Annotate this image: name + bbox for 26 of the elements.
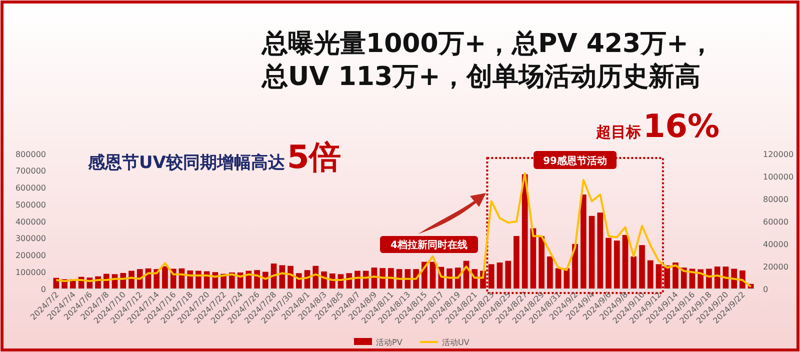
annotation: 感恩节UV较同期增幅高达	[88, 153, 285, 173]
y-tick-label: 300000	[15, 234, 46, 244]
y2-tick-label: 40000	[763, 240, 788, 249]
legend-label: 活动UV	[442, 338, 470, 347]
y-tick-label: 800000	[15, 150, 46, 159]
annotation: 99感恩节活动	[543, 155, 608, 167]
y-tick-label: 0	[40, 284, 46, 294]
text: 16%	[643, 107, 720, 145]
y2-tick-label: 80000	[763, 194, 788, 204]
y-tick-label: 400000	[15, 217, 46, 226]
y2-tick-label: 0	[763, 284, 768, 294]
y-tick-label: 500000	[15, 200, 46, 210]
chart-subtitle: 总UV 113万+，创单场活动历史新高	[261, 62, 700, 92]
legend-label: 活动PV	[376, 338, 403, 347]
y2-tick-label: 120000	[763, 150, 794, 159]
y-tick-label: 700000	[15, 166, 46, 176]
text: 超目标	[596, 123, 641, 141]
annotation: 4档拉新同时在线	[390, 239, 468, 251]
y2-tick-label: 60000	[763, 217, 788, 226]
y2-tick-label: 100000	[763, 172, 794, 182]
y-tick-label: 200000	[15, 251, 46, 260]
y-tick-label: 600000	[15, 184, 46, 193]
annotation: 5倍	[286, 138, 342, 176]
y-tick-label: 100000	[15, 268, 46, 277]
chart-title: 总曝光量1000万+，总PV 423万+，	[261, 29, 714, 59]
y2-tick-label: 20000	[763, 262, 788, 272]
